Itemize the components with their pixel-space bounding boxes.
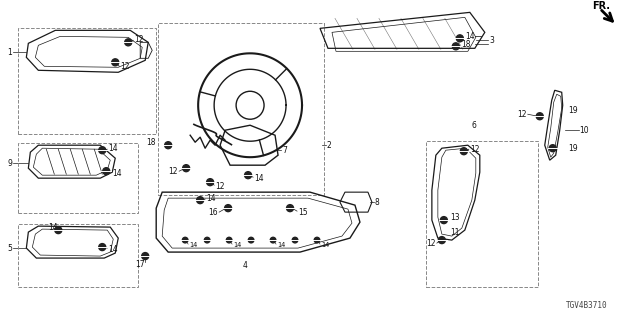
Text: 11: 11 (450, 228, 460, 236)
Circle shape (99, 244, 106, 251)
Text: 14: 14 (112, 169, 122, 178)
Circle shape (314, 237, 320, 243)
Text: TGV4B3710: TGV4B3710 (566, 301, 607, 310)
Text: 1: 1 (8, 48, 12, 57)
Circle shape (182, 237, 188, 243)
Bar (158, 23, 324, 195)
Text: 18: 18 (147, 138, 156, 147)
Circle shape (112, 59, 119, 66)
Text: 12: 12 (426, 239, 436, 248)
Circle shape (182, 165, 189, 172)
Text: 14: 14 (277, 242, 285, 248)
Circle shape (125, 39, 132, 46)
Circle shape (227, 237, 232, 243)
Bar (19, 143, 138, 213)
Circle shape (536, 113, 543, 120)
Circle shape (440, 217, 447, 224)
Text: 14: 14 (108, 244, 118, 253)
Text: 13: 13 (450, 212, 460, 222)
Circle shape (99, 147, 106, 154)
Circle shape (196, 197, 204, 204)
Circle shape (452, 43, 460, 50)
Circle shape (204, 237, 210, 243)
Text: 16: 16 (209, 208, 218, 217)
Text: 2: 2 (327, 141, 332, 150)
Circle shape (207, 179, 214, 186)
Text: 19: 19 (568, 144, 577, 153)
Text: 12: 12 (470, 145, 479, 154)
Text: 14: 14 (189, 242, 198, 248)
Text: 14—: 14— (465, 32, 482, 41)
Bar (19, 28, 156, 134)
Text: 18: 18 (461, 40, 470, 49)
Circle shape (141, 252, 148, 260)
Circle shape (55, 227, 62, 234)
Circle shape (438, 236, 445, 244)
Circle shape (287, 204, 294, 212)
Text: 9: 9 (8, 159, 12, 168)
Circle shape (270, 237, 276, 243)
Text: 14: 14 (254, 174, 264, 183)
Circle shape (244, 172, 252, 179)
Text: 12: 12 (215, 182, 225, 191)
Text: 12: 12 (120, 62, 130, 71)
Text: 12: 12 (134, 35, 144, 44)
Text: 17: 17 (136, 260, 145, 268)
Text: 3: 3 (490, 36, 495, 45)
Text: 14: 14 (108, 144, 118, 153)
Text: 6: 6 (472, 121, 476, 130)
Text: FR.: FR. (591, 1, 610, 12)
Text: 15: 15 (298, 208, 308, 217)
Bar (19, 224, 138, 287)
Circle shape (456, 35, 463, 42)
Text: 10: 10 (580, 126, 589, 135)
Circle shape (248, 237, 254, 243)
Text: 4: 4 (243, 260, 248, 269)
Circle shape (103, 168, 109, 175)
Text: 8: 8 (375, 198, 380, 207)
Circle shape (460, 148, 467, 155)
Text: 7: 7 (282, 146, 287, 155)
Text: 14: 14 (206, 194, 216, 203)
Circle shape (236, 91, 264, 119)
Text: 14: 14 (321, 242, 330, 248)
Text: 14: 14 (233, 242, 241, 248)
Text: 12: 12 (169, 167, 178, 176)
Text: 14: 14 (49, 223, 58, 232)
Circle shape (164, 142, 172, 149)
Circle shape (292, 237, 298, 243)
Text: 19: 19 (568, 106, 577, 115)
Text: 12: 12 (517, 110, 527, 119)
Text: 5: 5 (8, 244, 12, 252)
Bar (426, 141, 538, 287)
Circle shape (225, 204, 232, 212)
Circle shape (549, 145, 556, 152)
